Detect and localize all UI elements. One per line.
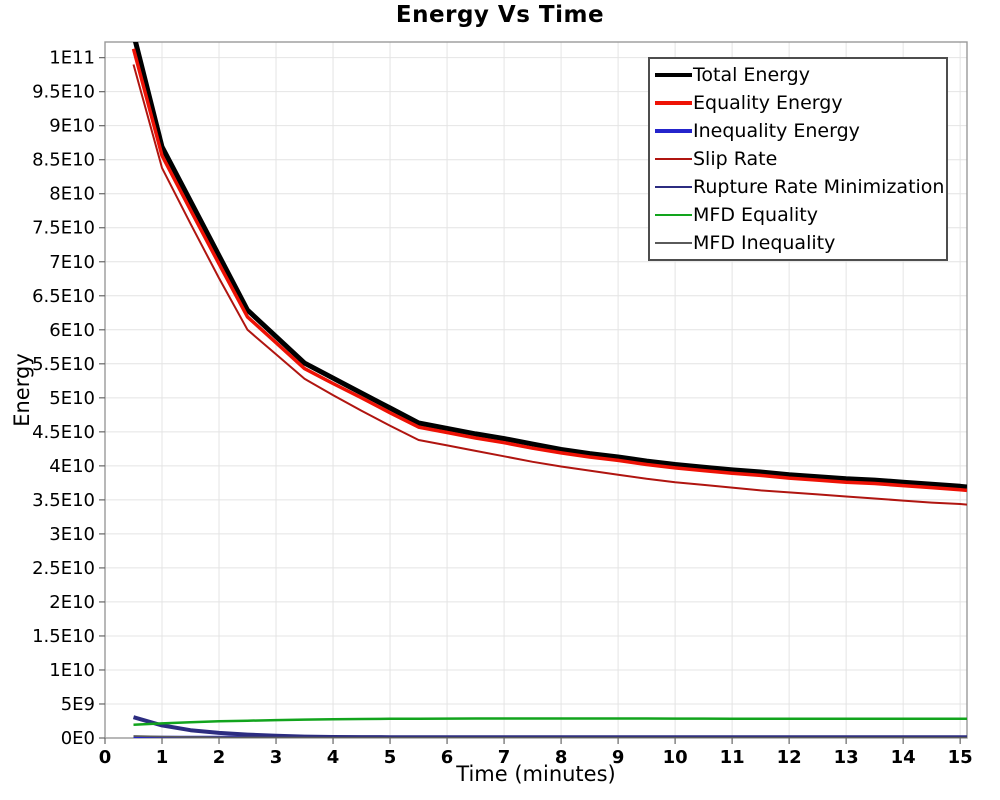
x-axis-title: Time (minutes) xyxy=(456,762,616,786)
series-line-mfd-equality xyxy=(133,717,967,726)
x-tick-label: 7 xyxy=(498,747,511,768)
x-tick-label: 0 xyxy=(99,747,112,768)
y-tick-label: 5E10 xyxy=(49,388,95,409)
x-tick-label: 6 xyxy=(441,747,454,768)
x-tick-label: 10 xyxy=(663,747,688,768)
y-tick-label: 1.5E10 xyxy=(32,626,95,647)
chart-title: Energy Vs Time xyxy=(395,2,605,28)
x-tick-label: 11 xyxy=(720,747,745,768)
series-line-mfd-inequality xyxy=(133,735,967,738)
legend-item-mfd-equality: MFD Equality xyxy=(655,201,940,229)
y-tick-label: 6.5E10 xyxy=(32,286,95,307)
y-tick-label: 7E10 xyxy=(49,252,95,273)
x-tick-label: 9 xyxy=(612,747,625,768)
y-tick-label: 1E11 xyxy=(49,48,95,69)
y-tick-label: 2E10 xyxy=(49,592,95,613)
x-tick-label: 12 xyxy=(777,747,802,768)
series-line-total-energy xyxy=(132,42,967,490)
legend-line-sample xyxy=(655,242,692,244)
legend-label: Slip Rate xyxy=(693,148,778,170)
x-tick-label: 13 xyxy=(834,747,859,768)
legend-label: MFD Equality xyxy=(693,204,818,226)
x-tick-label: 15 xyxy=(948,747,973,768)
x-tick-label: 3 xyxy=(270,747,283,768)
legend-item-total-energy: Total Energy xyxy=(655,61,940,89)
legend-label: Total Energy xyxy=(693,64,810,86)
legend-line-sample xyxy=(655,186,692,188)
legend-label: Equality Energy xyxy=(693,92,843,114)
y-tick-label: 5.5E10 xyxy=(32,354,95,375)
y-tick-label: 4.5E10 xyxy=(32,422,95,443)
y-tick-label: 3.5E10 xyxy=(32,490,95,511)
y-tick-label: 1E10 xyxy=(49,660,95,681)
y-tick-label: 4E10 xyxy=(49,456,95,477)
series-line-equality-energy xyxy=(131,48,967,493)
legend-line-sample xyxy=(655,213,692,217)
y-tick-label: 7.5E10 xyxy=(32,218,95,239)
series-line-slip-rate xyxy=(132,64,967,506)
x-tick-label: 14 xyxy=(891,747,916,768)
legend-item-mfd-inequality: MFD Inequality xyxy=(655,229,940,257)
y-tick-label: 9.5E10 xyxy=(32,82,95,103)
y-tick-label: 3E10 xyxy=(49,524,95,545)
y-tick-label: 6E10 xyxy=(49,320,95,341)
legend-item-slip-rate: Slip Rate xyxy=(655,145,940,173)
y-tick-label: 9E10 xyxy=(49,116,95,137)
legend-line-sample xyxy=(655,129,692,133)
x-tick-label: 5 xyxy=(384,747,397,768)
y-tick-label: 8.5E10 xyxy=(32,150,95,171)
legend-line-sample xyxy=(655,73,692,77)
legend-box: Total Energy Equality Energy Inequality En… xyxy=(648,57,948,261)
legend-label: MFD Inequality xyxy=(693,232,836,254)
legend-label: Inequality Energy xyxy=(693,120,860,142)
y-tick-label: 5E9 xyxy=(61,694,95,715)
legend-item-equality-energy: Equality Energy xyxy=(655,89,940,117)
y-tick-label: 0E0 xyxy=(61,728,95,749)
legend-item-inequality-energy: Inequality Energy xyxy=(655,117,940,145)
legend-label: Rupture Rate Minimization xyxy=(693,176,945,198)
x-tick-label: 4 xyxy=(327,747,340,768)
legend-line-sample xyxy=(655,158,692,160)
legend-line-sample xyxy=(655,101,692,105)
y-tick-label: 8E10 xyxy=(49,184,95,205)
x-tick-label: 8 xyxy=(555,747,568,768)
y-tick-label: 2.5E10 xyxy=(32,558,95,579)
x-tick-label: 2 xyxy=(213,747,226,768)
x-tick-label: 1 xyxy=(156,747,169,768)
legend-item-rupture-rate-minimization: Rupture Rate Minimization xyxy=(655,173,944,201)
